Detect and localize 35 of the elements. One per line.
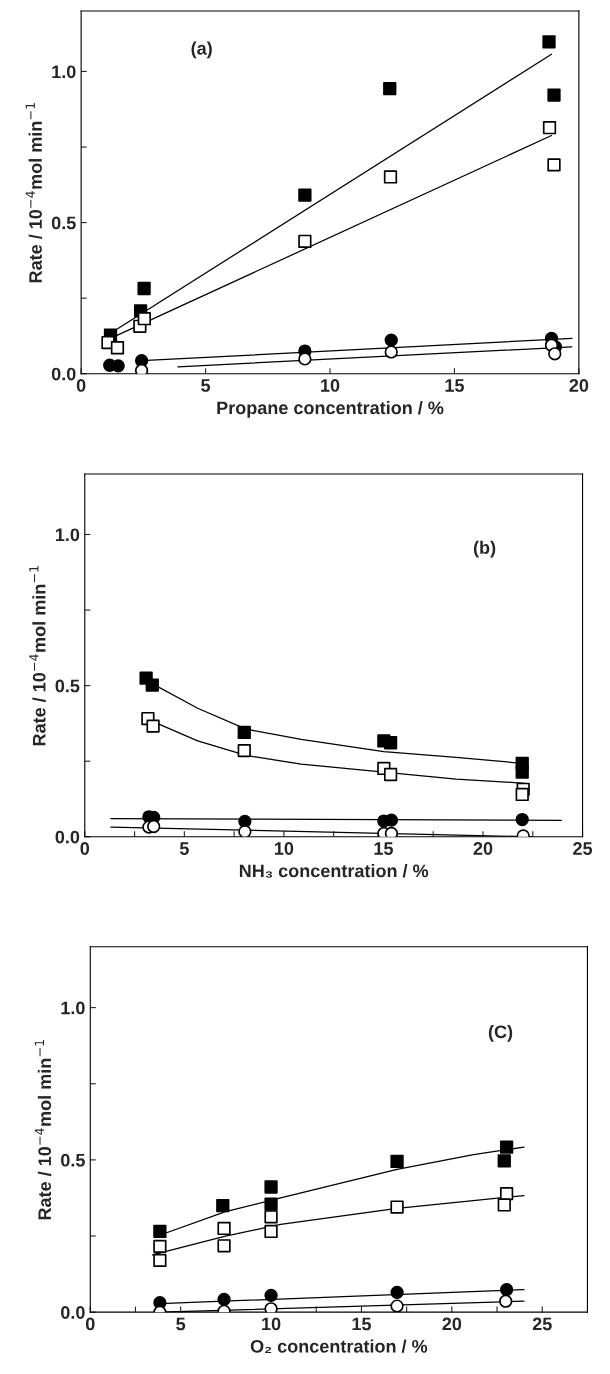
y-tick-label: 0.0 [51, 367, 76, 381]
y-axis-title: Rate / 10$^{−4}$mol min$^{−1}$ [29, 566, 46, 746]
y-tick-label: 1.0 [61, 1001, 85, 1015]
x-tick-label: 0 [76, 379, 86, 392]
x-axis-title: O₂ concentration / % [250, 1339, 428, 1354]
y-tick-label: 0.5 [61, 1153, 85, 1167]
x-tick-label: 20 [569, 379, 589, 392]
x-tick-label: 5 [201, 379, 211, 392]
x-tick-label: 10 [274, 842, 294, 855]
y-tick-label: 0.0 [61, 1306, 85, 1319]
y-tick-label: 1.0 [55, 528, 80, 542]
y-axis-title: Rate / 10$^{−4}$mol min$^{−1}$ [34, 1040, 52, 1220]
annotation: (C) [488, 1024, 513, 1042]
x-tick-label: 5 [179, 842, 189, 855]
y-tick-label: 0.5 [51, 216, 76, 230]
y-tick-label: 0.5 [55, 679, 80, 693]
x-axis-title: Propane concentration / % [217, 400, 444, 418]
y-tick-label: 0.0 [55, 830, 80, 844]
x-tick-label: 10 [262, 1317, 281, 1331]
annotation: (a) [191, 41, 212, 59]
x-tick-label: 15 [374, 842, 393, 855]
y-tick-label: 1.0 [52, 65, 76, 79]
x-tick-label: 0 [80, 842, 90, 855]
x-tick-label: 20 [473, 842, 493, 855]
x-tick-label: 10 [321, 379, 340, 392]
x-tick-label: 5 [176, 1317, 186, 1331]
x-tick-label: 25 [532, 1317, 552, 1331]
y-axis-title: Rate / 10$^{−4}$mol min$^{−1}$ [25, 103, 43, 283]
x-tick-label: 15 [445, 379, 464, 392]
x-tick-label: 15 [352, 1317, 371, 1331]
x-axis-title: NH₃ concentration / % [239, 864, 429, 878]
x-tick-label: 20 [442, 1317, 462, 1331]
annotation: (b) [473, 540, 496, 558]
x-tick-label: 25 [573, 842, 593, 855]
x-tick-label: 0 [85, 1317, 95, 1331]
